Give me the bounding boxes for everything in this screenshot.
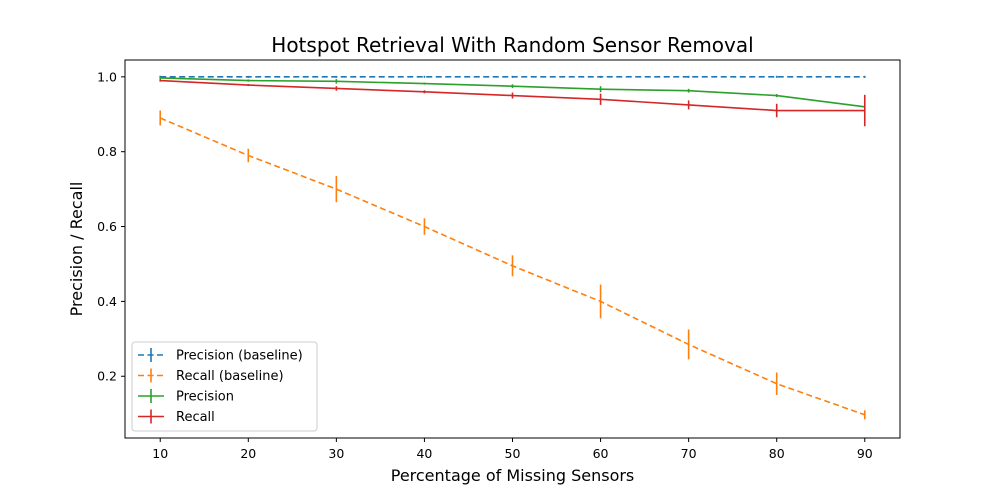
x-tick-label: 40	[416, 446, 432, 461]
series-precision-baseline	[159, 75, 866, 78]
legend-item: Recall	[138, 409, 215, 425]
x-tick-label: 10	[152, 446, 168, 461]
x-tick-label: 50	[505, 446, 521, 461]
series-line	[160, 77, 865, 108]
y-tick-label: 0.6	[97, 219, 117, 234]
series-recall	[159, 79, 866, 127]
legend-label: Precision (baseline)	[176, 349, 303, 364]
legend-item: Precision	[138, 389, 234, 405]
x-tick-label: 80	[769, 446, 785, 461]
legend-item: Precision (baseline)	[138, 348, 303, 364]
y-tick-label: 1.0	[97, 69, 117, 84]
x-tick-label: 70	[681, 446, 697, 461]
legend-item: Recall (baseline)	[138, 368, 284, 384]
legend-label: Recall (baseline)	[176, 369, 284, 384]
legend: Precision (baseline) Recall (baseline) Pre…	[131, 341, 318, 432]
legend-frame	[131, 341, 318, 432]
x-axis-label: Percentage of Missing Sensors	[391, 466, 635, 485]
chart-title: Hotspot Retrieval With Random Sensor Rem…	[271, 33, 753, 57]
series-precision	[159, 76, 866, 108]
y-tick-label: 0.4	[97, 294, 117, 309]
series-layer	[159, 75, 866, 420]
legend-label: Recall	[176, 410, 215, 425]
series-recall-baseline	[159, 110, 866, 420]
x-axis: 10 20 30 40 50 60 70 80 90	[152, 438, 873, 461]
legend-label: Precision	[176, 390, 234, 405]
x-tick-label: 30	[328, 446, 344, 461]
x-tick-label: 60	[593, 446, 609, 461]
y-axis-label: Precision / Recall	[67, 182, 86, 317]
y-axis: 0.2 0.4 0.6 0.8 1.0	[97, 69, 125, 384]
y-tick-label: 0.8	[97, 144, 117, 159]
x-tick-label: 20	[240, 446, 256, 461]
y-tick-label: 0.2	[97, 369, 117, 384]
x-tick-label: 90	[857, 446, 873, 461]
